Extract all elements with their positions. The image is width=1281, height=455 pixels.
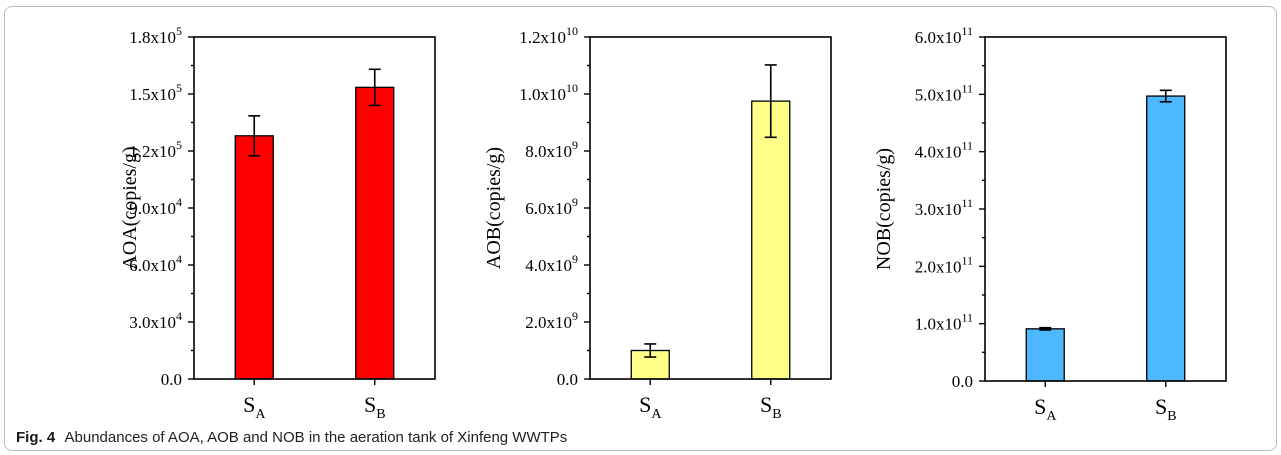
- bar-2: [1146, 95, 1186, 382]
- y-tick-label: 1.2x1010: [519, 24, 578, 47]
- bar-1: [234, 135, 274, 380]
- error-bar-2: [1159, 89, 1172, 103]
- error-bar-2: [368, 68, 381, 107]
- y-tick-label: 0.0: [161, 370, 182, 389]
- y-tick-label: 0.0: [557, 370, 578, 389]
- y-tick-label: 9.0x104: [129, 195, 182, 218]
- y-axis-title: AOA(copies/g): [119, 146, 141, 269]
- x-tick-label: SB: [1155, 394, 1177, 424]
- y-axis-title: NOB(copies/g): [873, 148, 895, 270]
- error-bar-1: [644, 343, 657, 358]
- chart-panel-1: SA SB 0.0 3.0x104 6.0x104 9.0x104 1.2x105 1.5x1…: [119, 24, 436, 422]
- y-tick-label: 1.0x1010: [519, 81, 578, 104]
- y-tick-label: 1.8x105: [129, 24, 182, 47]
- caption-text: Abundances of AOA, AOB and NOB in the ae…: [64, 429, 568, 446]
- error-bar-2: [764, 64, 777, 139]
- y-tick-label: 6.0x104: [129, 252, 182, 275]
- x-tick-label: SA: [1034, 394, 1057, 424]
- x-tick-label: SB: [760, 392, 782, 422]
- bar-2: [751, 100, 791, 380]
- error-bar-1: [248, 115, 261, 157]
- y-tick-label: 1.5x105: [129, 81, 182, 104]
- y-tick-label: 2.0x109: [525, 309, 578, 332]
- y-tick-label: 6.0x109: [525, 195, 578, 218]
- x-tick-label: SA: [243, 392, 266, 422]
- bar-2: [355, 86, 395, 380]
- y-axis-title: AOB(copies/g): [483, 147, 505, 269]
- bar-1: [1025, 328, 1065, 382]
- y-tick-label: 5.0x1011: [915, 81, 973, 104]
- y-tick-label: 4.0x109: [525, 252, 578, 275]
- y-tick-label: 8.0x109: [525, 138, 578, 161]
- x-tick-label: SA: [639, 392, 662, 422]
- figure-frame: [4, 6, 1277, 451]
- y-tick-label: 6.0x1011: [915, 24, 973, 47]
- figure-caption: Fig. 4 Abundances of AOA, AOB and NOB in…: [16, 429, 567, 446]
- y-tick-label: 3.0x104: [129, 309, 182, 332]
- chart-panel-3: SA SB 0.0 1.0x1011 2.0x1011 3.0x1011 4.0x1011 5…: [873, 24, 1227, 424]
- error-bar-1: [1039, 326, 1052, 331]
- y-tick-label: 3.0x1011: [915, 196, 973, 219]
- y-tick-label: 4.0x1011: [915, 139, 973, 162]
- axis-frame: [984, 36, 1227, 382]
- caption-label: Fig. 4: [16, 429, 56, 446]
- y-tick-label: 2.0x1011: [915, 253, 973, 276]
- y-tick-label: 1.0x1011: [915, 311, 973, 334]
- y-tick-label: 1.2x105: [129, 138, 182, 161]
- x-tick-label: SB: [364, 392, 386, 422]
- y-tick-label: 0.0: [952, 372, 973, 391]
- axis-frame: [193, 36, 436, 380]
- chart-panel-2: SA SB 0.0 2.0x109 4.0x109 6.0x109 8.0x109 1.0x1…: [483, 24, 832, 422]
- axis-frame: [589, 36, 832, 380]
